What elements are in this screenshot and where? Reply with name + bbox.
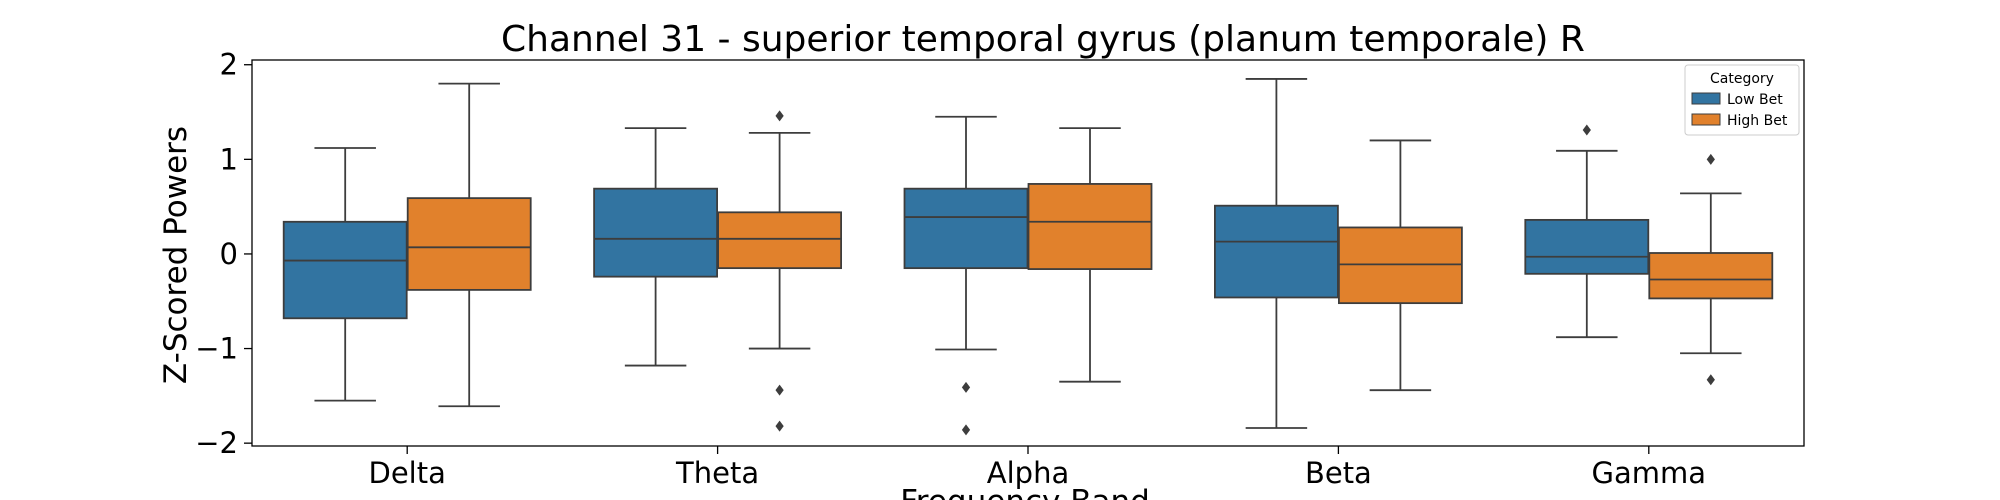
y-axis-label: Z-Scored Powers	[158, 126, 194, 384]
box-iqr	[717, 211, 842, 270]
box-high-bet-alpha	[1027, 127, 1153, 383]
outlier-point	[961, 381, 971, 393]
box-iqr	[593, 187, 718, 278]
box-high-bet-gamma	[1648, 153, 1774, 386]
legend-title: Category	[1710, 71, 1774, 87]
outlier-point	[1706, 153, 1715, 165]
x-tick-label: Delta	[369, 456, 446, 490]
outlier-point	[961, 424, 971, 436]
box-high-bet-delta	[406, 82, 532, 408]
outlier-point	[1582, 124, 1591, 136]
box-iqr	[903, 187, 1029, 270]
axes: 2 1 0 −1 −2 Delta Theta Alpha Beta Gamma	[195, 48, 1805, 490]
y-tick-label: −2	[195, 426, 238, 460]
box-low-bet-theta	[593, 127, 718, 367]
box-iqr	[1524, 218, 1650, 275]
box-iqr	[1338, 226, 1463, 305]
legend-swatch	[1691, 113, 1721, 126]
chart-title: Channel 31 - superior temporal gyrus (pl…	[501, 19, 1585, 60]
outlier-point	[775, 110, 784, 122]
box-iqr	[406, 197, 532, 291]
legend-label: Low Bet	[1727, 92, 1783, 108]
y-tick-label: 2	[220, 48, 238, 82]
box-low-bet-beta	[1214, 78, 1339, 429]
x-tick-label: Alpha	[987, 456, 1069, 490]
box-low-bet-alpha	[903, 115, 1029, 436]
box-iqr	[1648, 252, 1774, 300]
outlier-point	[775, 420, 784, 432]
x-tick-label: Theta	[675, 456, 759, 490]
y-tick-label: −1	[195, 332, 238, 366]
box-high-bet-beta	[1338, 139, 1463, 392]
x-tick-label: Gamma	[1592, 456, 1707, 490]
outlier-point	[775, 384, 784, 396]
box-low-bet-delta	[282, 147, 408, 402]
x-axis-label: Frequency Band	[900, 484, 1150, 500]
box-iqr	[282, 220, 408, 320]
legend: Category Low Bet High Bet	[1684, 64, 1800, 136]
y-tick-label: 0	[220, 237, 238, 271]
legend-label: High Bet	[1727, 113, 1788, 129]
box-high-bet-theta	[717, 110, 842, 432]
outlier-point	[1706, 374, 1715, 386]
x-tick-label: Beta	[1305, 456, 1372, 490]
legend-swatch	[1691, 92, 1721, 105]
y-tick-label: 1	[220, 142, 238, 176]
plot-area	[282, 78, 1774, 436]
box-iqr	[1027, 183, 1153, 270]
box-low-bet-gamma	[1524, 124, 1650, 339]
box-iqr	[1214, 204, 1339, 299]
